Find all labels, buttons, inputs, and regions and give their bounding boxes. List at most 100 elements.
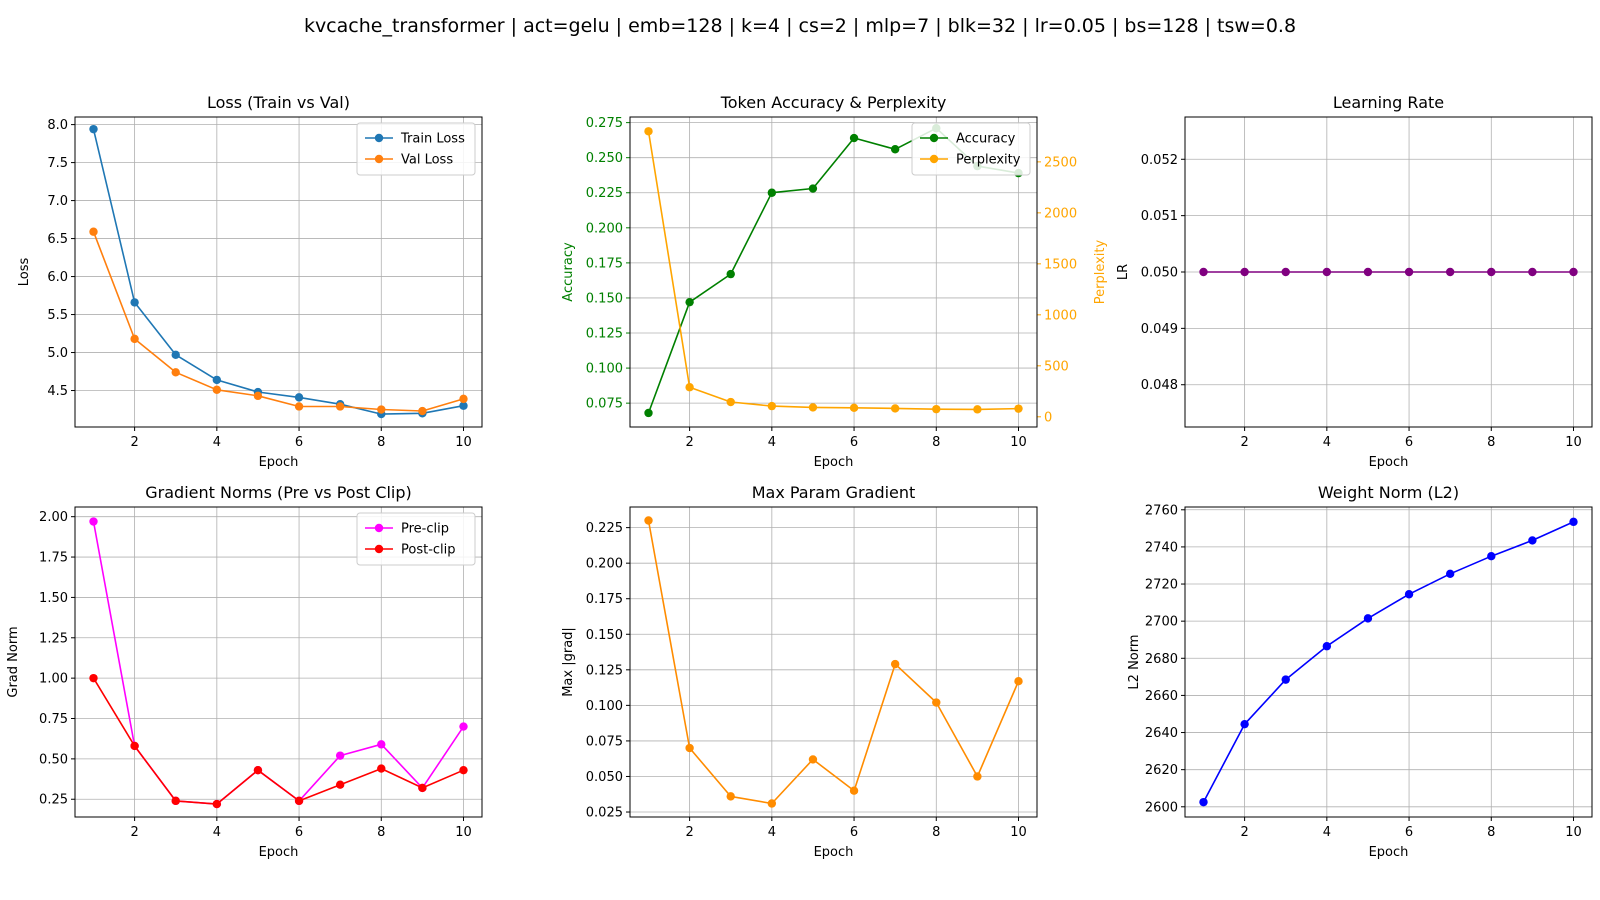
learning-rate-series-0-point — [1281, 267, 1290, 277]
loss-val-loss-point — [253, 391, 263, 401]
max-grad-series-0-point — [1014, 676, 1023, 686]
gradient-norms-panel: 2 4 6 8 10 0.25 0.50 0.75 1.00 1.25 1.50 1.75 2.00 Gr… — [6, 483, 483, 860]
loss-legend-marker — [374, 133, 384, 143]
weight-norm-xtick-label: 4 — [1323, 825, 1331, 840]
accuracy-perplexity-perplexity-point — [849, 403, 859, 413]
accuracy-perplexity-perplexity-line — [647, 131, 1019, 411]
accuracy-perplexity-y2tick-label: 1000 — [1044, 308, 1077, 323]
accuracy-perplexity-accuracy-point — [890, 145, 900, 154]
learning-rate-xtick-label: 2 — [1240, 435, 1248, 450]
loss-xtick-label: 6 — [295, 435, 303, 450]
max-grad-series-0-point — [726, 792, 735, 801]
accuracy-perplexity-y2tick-label: 1500 — [1044, 257, 1077, 272]
learning-rate-series-0-point — [1528, 267, 1537, 277]
weight-norm-ytick-label: 2700 — [1145, 615, 1178, 630]
learning-rate-panel: 2 4 6 8 10 0.048 0.049 0.050 0.051 0.052 Learning … — [1116, 93, 1593, 470]
loss-xtick-label: 8 — [377, 435, 385, 450]
grad-norm-legend-marker — [374, 523, 384, 533]
max-grad-xtick-label: 4 — [768, 825, 776, 840]
grad-norm-post-clip-point — [418, 783, 427, 793]
learning-rate-series-0-point — [1445, 267, 1455, 277]
grad-norm-ytick-label: 2.00 — [39, 510, 68, 525]
weight-norm-panel: 2 4 6 8 10 2600 2620 2640 2660 2680 2700 2720 2740 27… — [1127, 483, 1593, 860]
weight-norm-ylabel: L2 Norm — [1127, 634, 1142, 689]
grad-norm-legend-label: Pre-clip — [401, 522, 449, 537]
loss-val-loss-point — [294, 402, 304, 411]
loss-ytick-label: 6.5 — [47, 232, 68, 247]
grad-norm-legend-marker — [374, 544, 384, 554]
accuracy-perplexity-accuracy-point — [685, 297, 694, 307]
max-grad-series-0-line — [647, 520, 1020, 805]
max-grad-series-0-point — [685, 743, 694, 753]
accuracy-perplexity-accuracy-point — [849, 133, 859, 143]
max-param-gradient-panel: 2 4 6 8 10 0.025 0.050 0.075 0.100 0.125 0.150 0.17… — [561, 483, 1038, 860]
learning-rate-xtick-label: 4 — [1323, 435, 1331, 450]
accuracy-perplexity-legend-marker — [929, 133, 939, 143]
loss-legend-box — [356, 122, 476, 176]
grad-norm-xtick-label: 4 — [213, 825, 221, 840]
accuracy-perplexity-perplexity-point — [973, 405, 982, 414]
grad-norm-post-clip-point — [89, 673, 98, 683]
weight-norm-series-0-point — [1281, 675, 1290, 684]
learning-rate-xlabel: Epoch — [1369, 455, 1409, 470]
grad-norm-post-clip-point — [253, 765, 263, 775]
accuracy-perplexity-legend-label: Accuracy — [956, 132, 1016, 147]
grad-norm-ytick-label: 0.75 — [39, 712, 68, 727]
accuracy-perplexity-y2tick-label: 2000 — [1044, 206, 1077, 221]
grad-norm-axes-frame — [74, 506, 483, 818]
learning-rate-xtick-label: 8 — [1487, 435, 1495, 450]
max-grad-title: Max Param Gradient — [752, 483, 916, 502]
max-grad-ytick-label: 0.175 — [586, 592, 623, 607]
loss-panel: 2 4 6 8 10 4.5 5.0 5.5 6.0 6.5 7.0 7.5 8.0 Loss (Trai… — [17, 93, 483, 470]
max-grad-ytick-label: 0.100 — [586, 699, 623, 714]
grad-norm-xtick-label: 10 — [455, 825, 472, 840]
weight-norm-ytick-label: 2660 — [1145, 689, 1178, 704]
weight-norm-series-0-point — [1487, 551, 1496, 561]
accuracy-perplexity-perplexity-point — [1014, 404, 1023, 413]
max-grad-ytick-label: 0.075 — [586, 734, 623, 749]
accuracy-perplexity-xtick-label: 2 — [685, 435, 693, 450]
loss-val-loss-point — [212, 385, 222, 394]
grad-norm-ytick-label: 0.25 — [39, 793, 68, 808]
max-grad-series-0-point — [849, 786, 859, 795]
accuracy-perplexity-ytick-label: 0.100 — [586, 362, 623, 377]
max-grad-series-0-point — [644, 516, 653, 525]
accuracy-perplexity-xtick-label: 8 — [932, 435, 940, 450]
max-grad-ylabel: Max |grad| — [561, 627, 576, 697]
grad-norm-title: Gradient Norms (Pre vs Post Clip) — [145, 483, 411, 502]
grad-norm-post-clip-point — [377, 764, 386, 773]
learning-rate-series-0-point — [1240, 267, 1249, 277]
grad-norm-legend-label: Post-clip — [401, 543, 456, 558]
weight-norm-title: Weight Norm (L2) — [1318, 483, 1459, 502]
grad-norm-xtick-label: 8 — [377, 825, 385, 840]
learning-rate-ytick-label: 0.048 — [1141, 378, 1178, 393]
grad-norm-pre-clip-point — [335, 751, 345, 760]
accuracy-perplexity-accuracy-point — [767, 188, 777, 197]
accuracy-perplexity-ytick-label: 0.250 — [586, 151, 623, 166]
weight-norm-series-0-point — [1569, 517, 1578, 527]
weight-norm-ytick-label: 2640 — [1145, 726, 1178, 741]
accuracy-perplexity-legend-box — [911, 122, 1031, 176]
weight-norm-xlabel: Epoch — [1369, 845, 1409, 860]
accuracy-perplexity-ylabel: Accuracy — [561, 242, 576, 302]
weight-norm-series-0-point — [1322, 642, 1332, 651]
accuracy-perplexity-accuracy-point — [808, 184, 818, 193]
accuracy-perplexity-accuracy-point — [644, 408, 653, 418]
grad-norm-ytick-label: 1.50 — [39, 591, 68, 606]
max-grad-ytick-label: 0.025 — [586, 806, 623, 821]
max-grad-ytick-label: 0.050 — [586, 770, 623, 785]
weight-norm-xtick-label: 2 — [1240, 825, 1248, 840]
accuracy-perplexity-perplexity-point — [932, 404, 941, 414]
max-grad-ytick-label: 0.200 — [586, 557, 623, 572]
accuracy-perplexity-xlabel: Epoch — [814, 455, 854, 470]
max-grad-series-0-point — [767, 799, 777, 808]
learning-rate-series-0-point — [1199, 267, 1208, 277]
accuracy-perplexity-accuracy-point — [726, 269, 735, 279]
learning-rate-ylabel: LR — [1116, 264, 1131, 280]
loss-train-loss-point — [459, 401, 468, 410]
loss-legend-label: Train Loss — [400, 132, 465, 147]
grad-norm-legend-box — [356, 512, 476, 566]
max-grad-ytick-label: 0.225 — [586, 521, 623, 536]
weight-norm-series-0-line — [1202, 521, 1574, 803]
accuracy-perplexity-axes-frame — [629, 116, 1038, 428]
